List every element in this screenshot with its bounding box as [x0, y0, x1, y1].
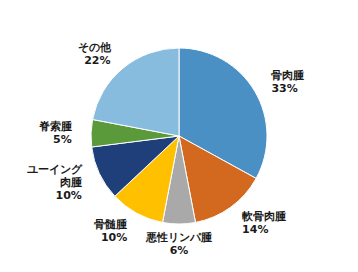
slice-label: 軟骨肉腫14%: [241, 210, 286, 236]
slice-label: 骨肉腫33%: [271, 68, 304, 94]
slice-label: 脊索腫5%: [39, 120, 72, 146]
slice-label: ユーイング肉腫10%: [27, 162, 83, 201]
slice-label: 悪性リンパ腫6%: [145, 230, 212, 256]
labels: 骨肉腫33% 軟骨肉腫14% 悪性リンパ腫6% 骨髄腫10% ユーイング肉腫10% 脊索腫…: [27, 40, 305, 256]
slices: [91, 48, 267, 224]
chart: 骨肉腫33% 軟骨肉腫14% 悪性リンパ腫6% 骨髄腫10% ユーイング肉腫10% 脊索腫…: [0, 0, 358, 272]
slice-label: 骨髄腫10%: [94, 217, 127, 243]
slice-label: その他22%: [78, 40, 112, 66]
